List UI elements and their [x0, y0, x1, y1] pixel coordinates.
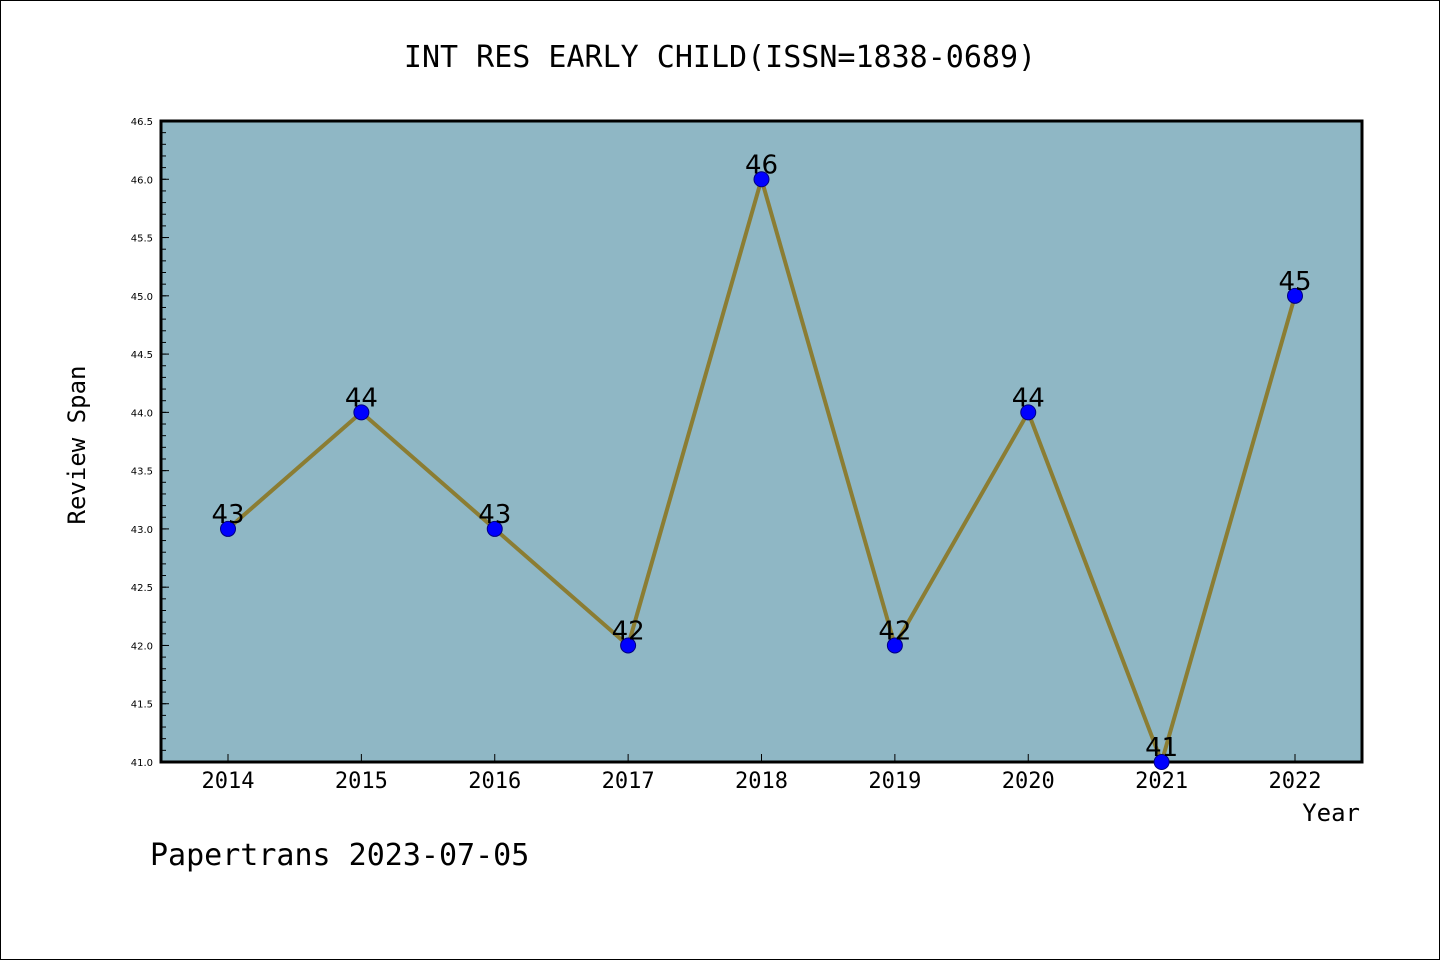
y-tick-label: 46.0 [131, 175, 153, 186]
data-point [1287, 287, 1303, 304]
markers-group [220, 171, 1303, 770]
x-axis: 2014 2015 2016 2017 2018 2019 2020 2021 2022 [202, 754, 1322, 794]
x-tick-label: 2022 [1269, 769, 1322, 794]
y-axis-label: Review Span [63, 366, 91, 525]
y-tick-label: 42.0 [131, 641, 153, 652]
data-label: 41 [1145, 733, 1178, 763]
x-tick-label: 2017 [602, 769, 655, 794]
y-tick-label: 45.0 [131, 292, 153, 303]
data-label: 42 [878, 616, 911, 646]
y-tick-label: 42.5 [131, 583, 153, 594]
data-point [220, 520, 236, 537]
data-label: 45 [1278, 267, 1311, 297]
data-point [753, 171, 770, 188]
data-label: 44 [1012, 383, 1045, 413]
data-point [1153, 754, 1170, 770]
data-point [886, 637, 903, 654]
y-tick-label: 44.0 [131, 408, 153, 419]
y-tick-label: 44.5 [131, 350, 153, 361]
data-label: 44 [345, 383, 378, 413]
x-tick-label: 2018 [735, 769, 788, 794]
plot-area [159, 119, 1364, 764]
data-point [486, 520, 503, 537]
data-label: 42 [612, 616, 645, 646]
x-axis-label: Year [1302, 799, 1360, 827]
x-tick-label: 2015 [335, 769, 388, 794]
x-tick-label: 2020 [1002, 769, 1055, 794]
y-tick-label: 41.0 [131, 758, 153, 769]
data-label: 46 [745, 150, 778, 180]
data-label: 43 [478, 500, 511, 530]
y-tick-label: 41.5 [131, 700, 153, 711]
data-point [620, 637, 637, 654]
data-label: 43 [211, 500, 244, 530]
x-tick-label: 2016 [468, 769, 521, 794]
footer-text: Papertrans 2023-07-05 [150, 838, 529, 873]
data-point [353, 404, 370, 421]
y-tick-label: 43.5 [131, 467, 153, 478]
x-tick-label: 2019 [868, 769, 921, 794]
y-tick-label: 46.5 [131, 117, 153, 128]
y-tick-label: 43.0 [131, 525, 153, 536]
y-tick-label: 45.5 [131, 234, 153, 245]
x-tick-label: 2021 [1135, 769, 1188, 794]
data-labels-group: 43 44 43 42 46 42 44 41 45 [211, 150, 1311, 763]
chart-title: INT RES EARLY CHILD(ISSN=1838-0689) [404, 40, 1036, 75]
y-axis: 41.0 41.5 42.0 42.5 43.0 43.5 44.0 44.5 45.0 45.5… [131, 117, 169, 769]
data-point [1020, 404, 1037, 421]
x-tick-label: 2014 [202, 769, 255, 794]
